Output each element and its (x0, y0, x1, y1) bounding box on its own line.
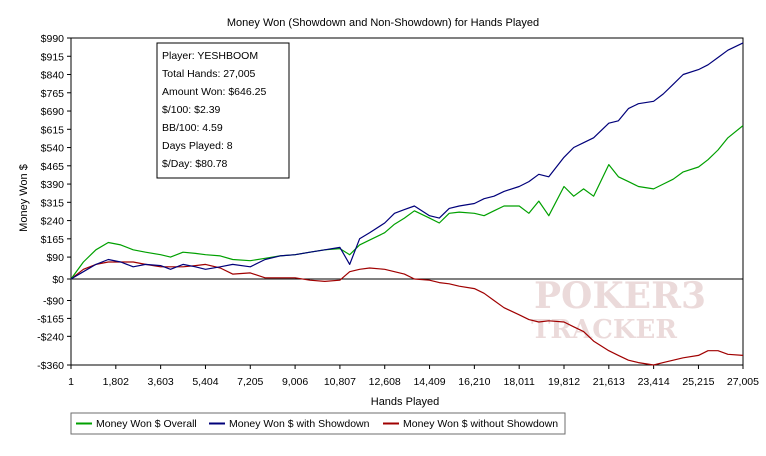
y-tick-label: -$90 (43, 296, 64, 308)
x-tick-label: 5,404 (192, 376, 218, 388)
x-tick-label: 12,608 (369, 376, 401, 388)
plot-frame (70, 37, 744, 366)
x-tick-label: 21,613 (593, 376, 625, 388)
y-tick-label: $690 (41, 106, 65, 118)
stats-amount-won: Amount Won: $646.25 (162, 86, 266, 98)
x-tick-label: 14,409 (413, 376, 445, 388)
watermark-line-2: TRACKER (531, 315, 677, 345)
stats-dollar-per-100: $/100: $2.39 (162, 104, 221, 116)
x-axis-label: Hands Played (371, 396, 440, 408)
y-tick-label: -$240 (37, 331, 64, 343)
x-axis-ticks: 1 1,802 3,603 5,404 7,205 9,006 10,807 12,608 14… (68, 365, 759, 388)
x-tick-label: 1 (68, 376, 74, 388)
y-tick-label: $240 (41, 216, 65, 228)
legend-label-overall: Money Won $ Overall (96, 418, 197, 430)
y-tick-label: $615 (41, 124, 65, 136)
series-line-without-showdown (70, 261, 744, 366)
chart-title: Money Won (Showdown and Non-Showdown) fo… (227, 17, 539, 29)
x-tick-label: 3,603 (147, 376, 173, 388)
y-tick-label: $840 (41, 70, 65, 82)
x-tick-label: 19,812 (548, 376, 580, 388)
y-axis-ticks: $990 $915 $840 $765 $690 $615 $540 $465 $390 $315… (37, 33, 71, 372)
series-line-overall (70, 125, 744, 280)
legend-label-without-showdown: Money Won $ without Showdown (403, 418, 558, 430)
x-tick-label: 1,802 (103, 376, 129, 388)
watermark-line-1: POKER3 (534, 275, 706, 317)
y-tick-label: $390 (41, 179, 65, 191)
x-tick-label: 16,210 (458, 376, 490, 388)
x-tick-label: 25,215 (682, 376, 714, 388)
legend-frame (70, 412, 566, 435)
watermark: POKER3 TRACKER (531, 275, 706, 345)
stats-box: Player: YESHBOOM Total Hands: 27,005 Amo… (156, 42, 290, 179)
stats-player: Player: YESHBOOM (162, 50, 258, 62)
stats-total-hands: Total Hands: 27,005 (162, 68, 256, 80)
y-tick-label: -$165 (37, 313, 64, 325)
legend: Money Won $ Overall Money Won $ with Sho… (70, 412, 566, 435)
x-tick-label: 27,005 (727, 376, 759, 388)
x-tick-label: 9,006 (282, 376, 308, 388)
y-tick-label: $165 (41, 234, 65, 246)
stats-dollar-per-day: $/Day: $80.78 (162, 158, 228, 170)
y-tick-label: $315 (41, 197, 65, 209)
legend-label-showdown: Money Won $ with Showdown (229, 418, 370, 430)
x-tick-label: 10,807 (324, 376, 356, 388)
y-tick-label: $0 (52, 274, 64, 286)
stats-bb-per-100: BB/100: 4.59 (162, 122, 223, 134)
y-tick-label: $540 (41, 143, 65, 155)
y-tick-label: -$360 (37, 360, 64, 372)
y-tick-label: $465 (41, 161, 65, 173)
stats-box-frame (156, 42, 290, 179)
y-tick-label: $765 (41, 88, 65, 100)
y-axis-label: Money Won $ (18, 164, 30, 232)
x-tick-label: 23,414 (638, 376, 670, 388)
stats-days-played: Days Played: 8 (162, 140, 233, 152)
x-tick-label: 18,011 (504, 376, 535, 388)
x-tick-label: 7,205 (237, 376, 263, 388)
y-tick-label: $90 (46, 252, 64, 264)
series-line-showdown (70, 42, 744, 280)
series-layer (70, 42, 744, 366)
y-tick-label: $990 (41, 33, 65, 45)
y-tick-label: $915 (41, 51, 65, 63)
